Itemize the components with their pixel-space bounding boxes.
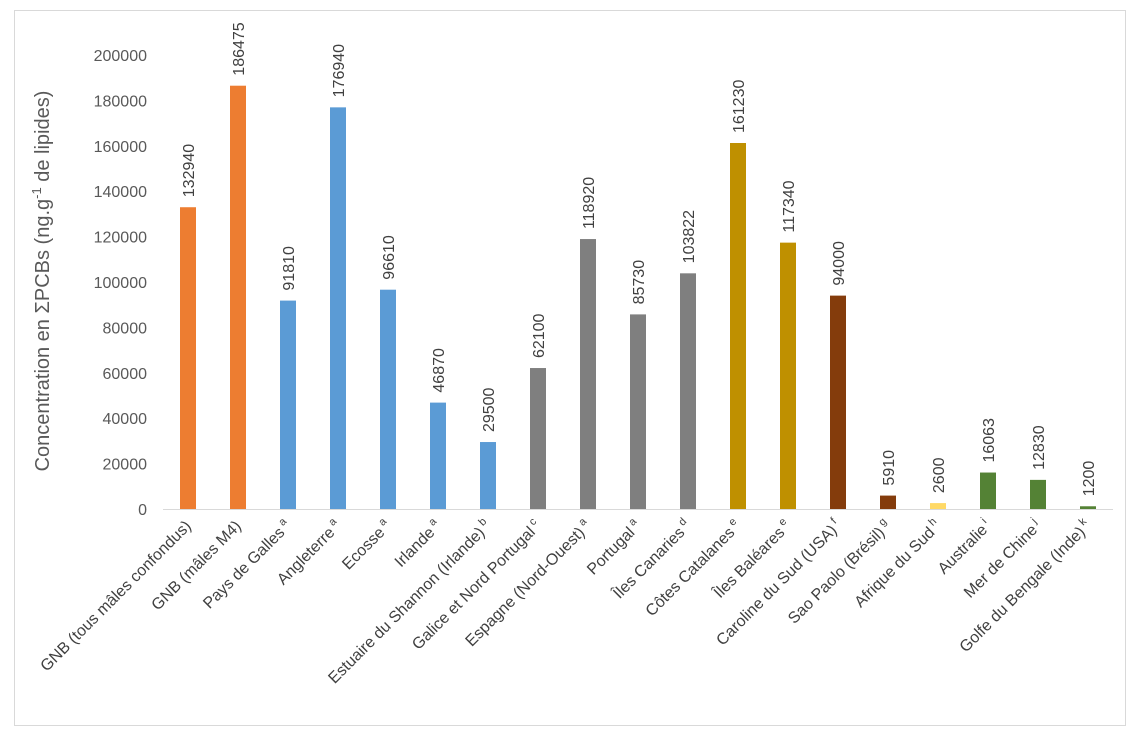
bar (980, 472, 996, 509)
data-label: 16063 (981, 418, 998, 463)
data-labels: 132940 186475 91810 176940 96610 46870 29500 62… (181, 22, 1098, 496)
y-tick-label: 160000 (94, 139, 147, 156)
category-label-sup: f (829, 515, 840, 526)
y-tick-label: 200000 (94, 48, 147, 65)
data-label: 46870 (431, 348, 448, 393)
category-label-sup: j (1028, 516, 1039, 527)
data-label: 5910 (881, 450, 898, 486)
category-label-sup: i (979, 516, 989, 526)
category-label-text: Ecosse (339, 524, 388, 573)
bar (1030, 479, 1046, 509)
bar (580, 239, 596, 509)
y-tick-label: 180000 (94, 93, 147, 110)
data-label: 62100 (531, 313, 548, 358)
bar (180, 207, 196, 509)
data-label: 12830 (1031, 425, 1048, 470)
bar (830, 295, 846, 509)
y-tick-label: 0 (138, 502, 147, 519)
y-axis-ticks: 0 20000 40000 60000 80000 100000 120000 140000 1… (94, 48, 147, 519)
category-label-text: Irlande (392, 524, 439, 571)
y-axis-title: Concentration en ΣPCBs (ng.g-1 de lipide… (29, 91, 54, 472)
bar (680, 273, 696, 509)
bar (730, 143, 746, 509)
y-tick-label: 60000 (103, 366, 148, 383)
data-label: 29500 (481, 387, 498, 432)
bar-chart: Concentration en ΣPCBs (ng.g-1 de lipide… (29, 22, 1113, 687)
data-label: 161230 (731, 80, 748, 133)
data-label: 91810 (281, 246, 298, 291)
bar (880, 495, 896, 509)
bar (780, 242, 796, 510)
data-label: 117340 (781, 180, 798, 232)
category-label: Afrique du Sudh (849, 516, 944, 611)
data-label: 118920 (581, 177, 598, 229)
data-label: 176940 (331, 44, 348, 97)
data-label: 85730 (631, 260, 648, 305)
category-label: Ecossea (337, 515, 395, 573)
bar (930, 503, 946, 509)
y-axis-title-end: de lipides) (32, 91, 54, 188)
category-label-text: GNB (mâles M4) (149, 518, 245, 614)
bar (480, 442, 496, 509)
bar (330, 107, 346, 510)
bar (530, 368, 546, 509)
data-label: 94000 (831, 241, 848, 286)
category-labels: GNB (tous mâles confondus)GNB (mâles M4)… (38, 515, 1090, 687)
category-label-text: Sao Paolo (Brésil) (785, 524, 888, 627)
data-label: 103822 (681, 210, 698, 263)
bar (430, 402, 446, 509)
y-tick-label: 80000 (103, 320, 148, 337)
y-tick-label: 140000 (94, 184, 147, 201)
bar (280, 300, 296, 509)
y-tick-label: 20000 (103, 457, 148, 474)
data-label: 1200 (1081, 461, 1098, 497)
bar (230, 85, 246, 509)
category-label: Pays de Gallesa (198, 515, 295, 612)
category-label-text: Côtes Catalanes (643, 524, 739, 620)
chart-frame: Concentration en ΣPCBs (ng.g-1 de lipide… (14, 10, 1126, 726)
bar (380, 289, 396, 509)
y-axis-title-main: Concentration en ΣPCBs (ng.g (32, 199, 54, 472)
data-label: 186475 (231, 22, 248, 75)
y-tick-label: 120000 (94, 230, 147, 247)
y-tick-label: 100000 (94, 275, 147, 292)
y-tick-label: 40000 (103, 411, 148, 428)
bar (630, 314, 646, 509)
category-label: GNB (mâles M4) (149, 518, 245, 614)
data-label: 132940 (181, 144, 198, 197)
bars (180, 85, 1096, 510)
bar (1080, 506, 1096, 509)
y-axis-title-sup: -1 (29, 187, 44, 199)
data-label: 96610 (381, 235, 398, 280)
data-label: 2600 (931, 457, 948, 493)
